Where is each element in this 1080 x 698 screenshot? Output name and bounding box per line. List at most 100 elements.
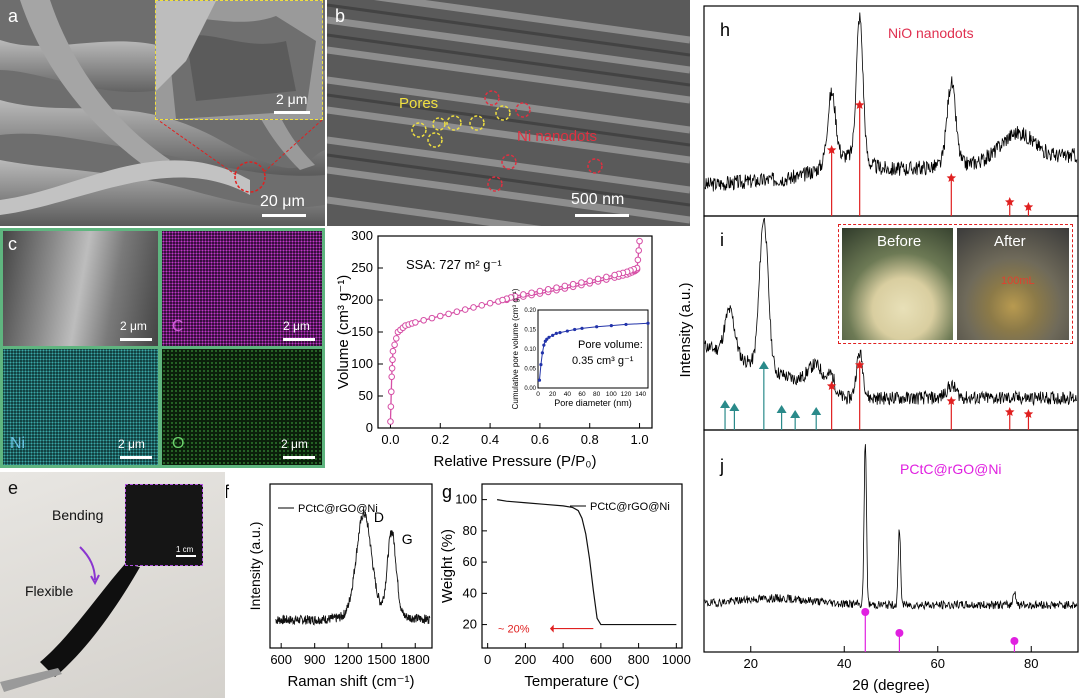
data-point-adsorption: [486, 299, 494, 307]
data-point-desorption: [528, 289, 535, 297]
inset-data-point: [646, 321, 650, 325]
after-photo: [957, 228, 1069, 340]
data-point-adsorption: [445, 310, 452, 318]
panel-b-label: b: [335, 6, 346, 26]
nio-ref-star-h: [946, 173, 957, 182]
inset-x-tick-label: 0: [536, 391, 540, 398]
peak-label-D: D: [374, 509, 384, 525]
inset-y-tick-label: 0.00: [524, 386, 536, 392]
inset-data-point: [609, 324, 613, 328]
x-tick-label: 0.8: [581, 432, 599, 447]
volume-label: 100mL: [1001, 275, 1035, 287]
inset-frame: [537, 309, 649, 389]
ssa-annotation: SSA: 727 m² g⁻¹: [406, 257, 502, 272]
inset-data-point: [540, 351, 544, 355]
eds-scalebar-1: [120, 338, 152, 341]
x-tick-label: 1500: [367, 652, 396, 667]
data-point-adsorption: [453, 308, 461, 316]
data-point-adsorption: [470, 304, 477, 311]
inset-x-axis-label: Pore diameter (nm): [554, 398, 632, 408]
plot-frame: [269, 483, 433, 649]
data-point-desorption: [603, 273, 610, 281]
panel-hij-xrd-chart: 20 40 60 80 2θ (degree) Intensity (a.u.) h i j Ni…: [677, 5, 1079, 694]
y-axis-label: Volume (cm³ g⁻¹): [335, 275, 352, 390]
panel-e-film: [0, 546, 140, 692]
data-point-desorption: [586, 277, 594, 285]
data-point-desorption: [594, 275, 602, 283]
teal-ref-triangle: [790, 410, 801, 418]
flexible-label: Flexible: [25, 583, 74, 599]
before-photo: [842, 228, 953, 340]
panel-a-sem: 2 μm a 20 μm: [0, 0, 325, 226]
nio-ref-star-h: [854, 100, 865, 109]
y-tick-label: 100: [351, 356, 373, 371]
data-point-adsorption: [392, 335, 400, 342]
panel-a-scale-label: 20 μm: [260, 193, 305, 210]
data-point-desorption: [536, 287, 544, 295]
eds-scale-label-1: 2 μm: [120, 319, 147, 333]
y-tick-label: 150: [351, 324, 373, 339]
inset-x-tick-label: 80: [593, 391, 601, 398]
xrd-trace-j: [704, 444, 1078, 611]
eds-scalebar-2: [283, 338, 315, 341]
y-tick-label: 20: [463, 617, 477, 632]
xrd-frame-j: [703, 429, 1079, 653]
y-tick-label: 200: [351, 292, 373, 307]
x-tick-label: 1.0: [631, 432, 649, 447]
data-point-adsorption: [389, 347, 397, 355]
ni-nanodots-label: Ni nanodots: [517, 128, 598, 145]
legend-label: PCtC@rGO@Ni: [298, 503, 378, 515]
panel-e-label: e: [8, 478, 19, 498]
pore-volume-line2: 0.35 cm³ g⁻¹: [572, 355, 634, 367]
before-label: Before: [877, 233, 922, 250]
x-tick-label: 200: [515, 652, 537, 667]
legend-label: PCtC@rGO@Ni: [590, 501, 670, 513]
panel-a-inset-image: [156, 1, 322, 119]
map-ni-label: Ni: [10, 435, 26, 452]
x-tick-label: 600: [590, 652, 612, 667]
data-point-adsorption: [391, 341, 398, 349]
data-point-adsorption: [388, 373, 396, 381]
x-axis-label: Temperature (°C): [524, 673, 639, 690]
nio-ref-star-h: [1023, 202, 1034, 211]
xrd-trace-h: [704, 12, 1078, 192]
data-point-desorption: [561, 282, 569, 290]
inset-data-point: [539, 363, 543, 367]
panel-c-eds: c C Ni O 2 μm 2 μm 2 μm 2 μm: [0, 228, 325, 468]
inset-data-point: [595, 325, 599, 329]
eds-scale-label-2: 2 μm: [283, 319, 310, 333]
panel-b-scale-label: 500 nm: [571, 191, 625, 208]
inset-data-point: [580, 326, 584, 330]
inset-data-point: [624, 322, 628, 327]
data-point-adsorption: [478, 302, 486, 309]
panel-b-scalebar: [575, 214, 629, 217]
map-o-label: O: [172, 435, 185, 452]
x-tick-label: 0: [484, 652, 491, 667]
inset-y-tick-label: 0.10: [524, 347, 536, 353]
x-axis-label: 2θ (degree): [852, 677, 930, 694]
y-axis-label: Intensity (a.u.): [247, 522, 263, 611]
data-point-desorption: [553, 284, 560, 291]
x-tick-label: 400: [552, 652, 574, 667]
pores-label: Pores: [399, 95, 439, 112]
y-tick-label: 40: [463, 585, 477, 600]
nio-ref-star-i: [854, 360, 865, 369]
ni-ref-dot: [895, 629, 904, 637]
nio-ref-star-h: [826, 145, 837, 154]
inset-x-tick-label: 60: [578, 391, 586, 398]
teal-ref-triangle: [776, 405, 787, 413]
y-axis-label: Weight (%): [439, 529, 456, 603]
inset-data-point: [558, 331, 562, 335]
panel-a-label: a: [8, 6, 19, 26]
x-tick-label: 80: [1024, 656, 1038, 671]
panel-g-label: g: [442, 482, 452, 502]
eds-scalebar-3: [120, 456, 152, 459]
eds-nickel-map: [3, 349, 158, 465]
teal-ref-triangle: [729, 403, 740, 411]
x-tick-label: 900: [304, 652, 326, 667]
inset-x-tick-label: 140: [635, 391, 646, 398]
x-tick-label: 600: [270, 652, 292, 667]
nio-ref-star-h: [1005, 197, 1015, 206]
data-point-desorption: [544, 286, 552, 293]
panel-e-scalebar: [176, 555, 196, 557]
